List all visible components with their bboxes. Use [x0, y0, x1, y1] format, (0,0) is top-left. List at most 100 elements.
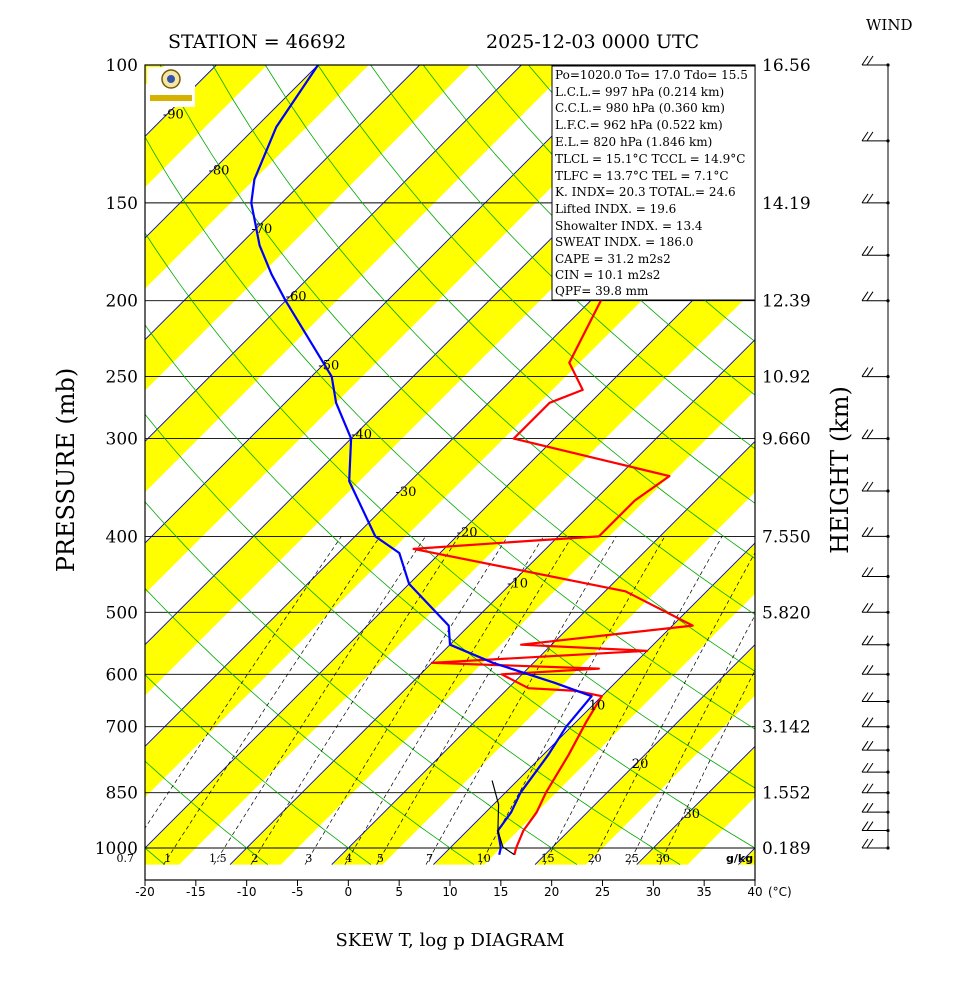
mixing-ratio-label: 1: [164, 852, 171, 865]
height-tick-label: 5.820: [762, 603, 811, 623]
info-line: E.L.= 820 hPa (1.846 km): [555, 135, 712, 149]
pressure-tick-label: 700: [106, 718, 138, 738]
x-tick-label: -5: [292, 885, 304, 899]
wind-barb-flag: [862, 603, 868, 612]
wind-barb-flag: [867, 784, 873, 793]
wind-barb-flag: [862, 803, 868, 812]
x-tick-label: 5: [395, 885, 403, 899]
logo-wordmark-icon: [150, 95, 192, 101]
mixing-ratio-label: 25: [625, 852, 639, 865]
isotherm-label: -60: [286, 290, 307, 305]
mixing-ratio-label: 4: [345, 852, 352, 865]
pressure-tick-label: 400: [106, 527, 138, 547]
isotherm-label: -30: [396, 485, 417, 500]
isotherm-label: 20: [632, 757, 649, 772]
isotherm-stripe: [840, 65, 960, 865]
height-tick-label: 12.39: [762, 292, 811, 312]
x-tick-label: 30: [646, 885, 661, 899]
x-tick-label: -15: [186, 885, 206, 899]
wind-barb-flag: [867, 56, 873, 65]
station-label: STATION = 46692: [168, 31, 346, 53]
isotherm-label: -20: [457, 525, 478, 540]
x-tick-label: 10: [442, 885, 457, 899]
wind-barb-flag: [862, 482, 868, 491]
isotherm-stripe: [0, 65, 166, 865]
x-unit-label: (°C): [768, 885, 792, 899]
mixing-ratio-label: 5: [377, 852, 384, 865]
lab-logo: [147, 67, 195, 107]
pressure-tick-label: 200: [106, 292, 138, 312]
wind-barb-flag: [862, 56, 868, 65]
wind-barb-flag: [862, 693, 868, 702]
x-tick-label: 35: [697, 885, 712, 899]
height-tick-label: 7.550: [762, 527, 811, 547]
info-box: Po=1020.0 To= 17.0 Tdo= 15.5 L.C.L.= 997…: [552, 66, 755, 300]
wind-barb-flag: [862, 636, 868, 645]
mixing-ratio-label: 30: [656, 852, 670, 865]
mixing-ratio-label: 1.5: [209, 852, 227, 865]
wind-barb-flag: [862, 430, 868, 439]
info-line: Lifted INDX. = 19.6: [555, 202, 676, 216]
wind-barb-flag: [867, 368, 873, 377]
mixing-ratio-label: 15: [541, 852, 555, 865]
info-line: SWEAT INDX. = 186.0: [555, 235, 693, 249]
dry-adiabat: [844, 65, 960, 865]
isotherm-label: -70: [251, 222, 272, 237]
isotherm-label: -40: [351, 428, 372, 443]
x-tick-label: 20: [544, 885, 559, 899]
pressure-tick-label: 100: [106, 56, 138, 76]
wind-barb-flag: [867, 292, 873, 301]
pressure-tick-label: 850: [106, 784, 138, 804]
info-line: Po=1020.0 To= 17.0 Tdo= 15.5: [555, 68, 748, 82]
info-line: C.C.L.= 980 hPa (0.360 km): [555, 101, 725, 115]
x-axis-title: SKEW T, log p DIAGRAM: [336, 930, 565, 951]
height-tick-label: 0.189: [762, 839, 811, 859]
wind-barb-flag: [862, 741, 868, 750]
height-tick-label: 10.92: [762, 368, 811, 388]
mixing-ratio-label: 20: [588, 852, 602, 865]
pressure-tick-label: 250: [106, 368, 138, 388]
info-line: CIN = 10.1 m2s2: [555, 268, 660, 282]
x-tick-label: 40: [747, 885, 762, 899]
pressure-tick-label: 600: [106, 665, 138, 685]
height-tick-label: 9.660: [762, 430, 811, 450]
wind-barb-flag: [862, 839, 868, 848]
wind-barb-flag: [867, 822, 873, 831]
pressure-tick-label: 1000: [95, 839, 138, 859]
info-line: TLFC = 13.7°C TEL = 7.1°C: [555, 169, 729, 183]
pressure-tick-label: 300: [106, 430, 138, 450]
wind-barb-flag: [867, 718, 873, 727]
wind-barb-flag: [862, 822, 868, 831]
x-tick-label: -10: [237, 885, 257, 899]
pressure-tick-label: 150: [106, 194, 138, 214]
isotherm-label: 30: [684, 807, 701, 822]
wind-barb-flag: [862, 368, 868, 377]
wind-barb-flag: [862, 246, 868, 255]
pressure-tick-label: 500: [106, 603, 138, 623]
x-tick-label: -20: [135, 885, 155, 899]
dry-adiabat: [0, 65, 165, 865]
x-tick-label: 25: [595, 885, 610, 899]
mixing-ratio-label: 2: [251, 852, 258, 865]
isotherm-label: -90: [163, 107, 184, 122]
info-line: Showalter INDX. = 13.4: [555, 219, 703, 233]
info-line: L.F.C.= 962 hPa (0.522 km): [555, 118, 723, 132]
wind-barb-flag: [862, 567, 868, 576]
info-line: TLCL = 15.1°C TCCL = 14.9°C: [555, 152, 745, 166]
info-line: QPF= 39.8 mm: [555, 284, 649, 298]
wind-label: WIND: [866, 16, 913, 34]
y-axis-title: PRESSURE (mb): [52, 368, 80, 573]
wind-barb-flag: [867, 693, 873, 702]
wind-barb-flag: [867, 482, 873, 491]
wind-barb-flag: [862, 763, 868, 772]
wind-barb-flag: [867, 132, 873, 141]
wind-barb-flag: [867, 839, 873, 848]
isotherm-line: [840, 65, 960, 865]
info-line: CAPE = 31.2 m2s2: [555, 252, 671, 266]
isotherm-line: [0, 65, 13, 865]
wind-barb-flag: [867, 636, 873, 645]
y2-axis-title: HEIGHT (km): [826, 386, 854, 554]
isotherm-line: [942, 65, 960, 865]
wind-barb-flag: [867, 763, 873, 772]
info-line: K. INDX= 20.3 TOTAL.= 24.6: [555, 185, 736, 199]
